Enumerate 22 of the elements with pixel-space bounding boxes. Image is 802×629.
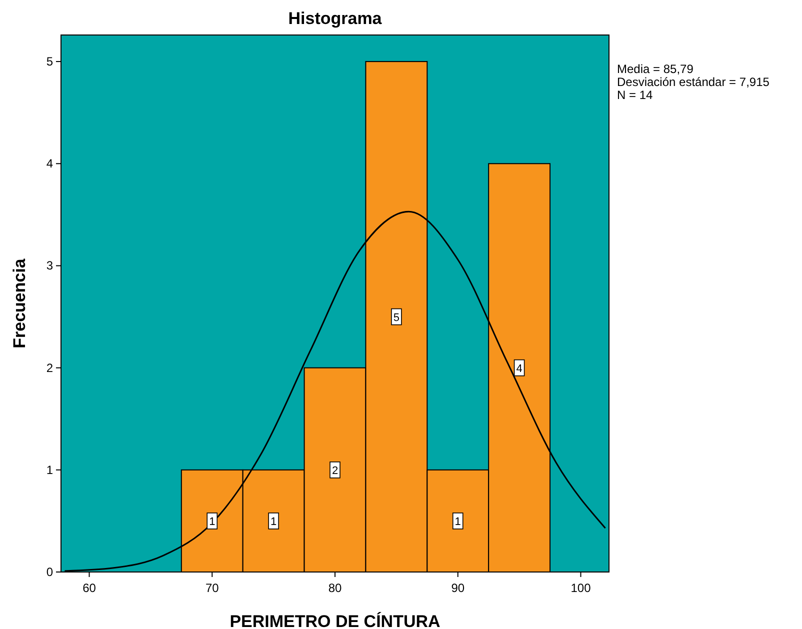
data-label: 5 — [393, 312, 400, 324]
x-tick-label: 70 — [205, 581, 220, 595]
text: Desviación estándar = 7,915 — [617, 75, 770, 89]
data-label: 4 — [516, 362, 522, 375]
chart-title: Histograma — [288, 9, 382, 28]
text: Media = 85,79 — [617, 62, 694, 76]
x-tick-label: 100 — [570, 581, 592, 595]
y-axis-title: Frecuencia — [10, 258, 29, 348]
y-tick-label: 2 — [46, 360, 54, 375]
data-label: 2 — [332, 464, 338, 477]
y-tick-label: 4 — [46, 156, 54, 171]
y-tick-label: 3 — [46, 258, 54, 273]
x-tick-label: 90 — [451, 581, 465, 595]
y-tick-label: 5 — [46, 54, 54, 69]
y-tick-label: 0 — [46, 565, 54, 579]
x-tick-label: 60 — [82, 581, 96, 595]
data-label: 1 — [270, 516, 277, 528]
text: N = 14 — [617, 88, 654, 102]
x-tick-label: 80 — [328, 581, 342, 595]
y-tick-label: 1 — [46, 462, 54, 477]
data-label: 1 — [454, 516, 461, 528]
x-axis-title: PERIMETRO DE CÍNTURA — [230, 611, 440, 629]
